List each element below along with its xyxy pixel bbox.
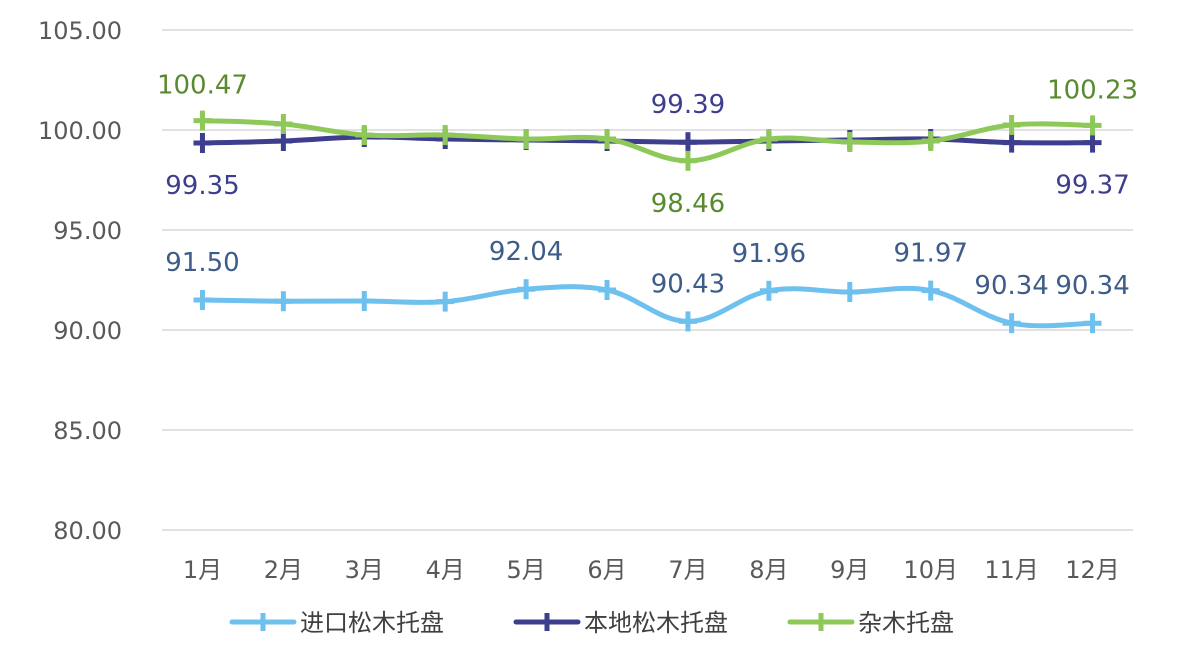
data-point-marker — [436, 291, 455, 312]
data-label: 100.47 — [157, 71, 248, 101]
x-tick-label: 4月 — [426, 556, 465, 584]
y-tick-label: 80.00 — [53, 517, 122, 545]
x-tick-label: 12月 — [1065, 556, 1120, 584]
data-point-marker — [274, 114, 293, 134]
x-tick-label: 11月 — [984, 556, 1039, 584]
legend-item: 杂木托盘 — [787, 609, 954, 637]
data-label: 91.97 — [893, 239, 967, 269]
data-point-marker — [678, 132, 697, 153]
data-point-marker — [355, 291, 374, 311]
data-label: 90.43 — [651, 269, 725, 299]
y-tick-label: 95.00 — [53, 217, 122, 245]
data-point-marker — [193, 110, 212, 131]
data-point-marker — [759, 129, 778, 149]
y-tick-label: 90.00 — [53, 317, 122, 345]
data-point-marker — [1083, 132, 1102, 153]
y-axis-tick-labels: 80.00 85.00 90.00 95.00 100.00 105.00 — [38, 17, 122, 545]
data-point-marker — [598, 129, 617, 149]
data-point-marker — [921, 131, 940, 151]
data-point-marker — [274, 131, 293, 151]
data-label: 91.50 — [165, 248, 239, 278]
data-label: 90.34 — [974, 271, 1048, 301]
x-tick-label: 2月 — [264, 556, 303, 584]
data-point-marker — [759, 280, 778, 301]
legend-label: 本地松木托盘 — [584, 609, 728, 637]
legend-item: 进口松木托盘 — [229, 609, 444, 637]
series-3 — [193, 110, 1102, 171]
y-tick-label: 85.00 — [53, 417, 122, 445]
data-point-marker — [517, 279, 536, 300]
x-tick-label: 5月 — [506, 556, 545, 584]
y-tick-label: 100.00 — [38, 117, 122, 145]
legend-label: 进口松木托盘 — [300, 609, 444, 637]
x-axis-tick-labels: 1月 2月 3月 4月 5月 6月 7月 8月 9月 10月 11月 12月 — [183, 556, 1120, 584]
data-label: 98.46 — [651, 189, 725, 219]
data-point-marker — [1002, 132, 1021, 153]
data-point-marker — [921, 280, 940, 301]
data-point-marker — [678, 311, 697, 332]
series-lines — [193, 110, 1102, 334]
data-point-marker — [840, 132, 859, 152]
data-label: 99.35 — [165, 171, 239, 201]
x-tick-label: 7月 — [668, 556, 707, 584]
x-tick-label: 9月 — [830, 556, 869, 584]
data-label: 91.96 — [732, 239, 806, 269]
data-point-marker — [274, 291, 293, 312]
data-point-marker — [193, 290, 212, 310]
data-point-marker — [355, 125, 374, 145]
legend: 进口松木托盘 本地松木托盘 杂木托盘 — [229, 609, 954, 637]
data-point-marker — [678, 150, 697, 171]
data-point-marker — [517, 129, 536, 149]
data-point-marker — [1002, 313, 1021, 334]
y-tick-label: 105.00 — [38, 17, 122, 45]
data-point-marker — [598, 280, 617, 300]
data-label: 100.23 — [1047, 75, 1138, 105]
legend-item: 本地松木托盘 — [513, 609, 728, 637]
x-tick-label: 10月 — [903, 556, 958, 584]
data-label: 90.34 — [1055, 271, 1129, 301]
data-label: 99.37 — [1055, 171, 1129, 201]
series-line — [199, 284, 1096, 329]
data-point-marker — [1083, 313, 1102, 334]
x-tick-label: 6月 — [587, 556, 626, 584]
data-point-marker — [1083, 115, 1102, 136]
data-point-marker — [1002, 115, 1021, 135]
data-point-marker — [193, 133, 212, 153]
series-1 — [193, 279, 1102, 334]
data-label: 92.04 — [489, 237, 563, 267]
data-point-marker — [840, 282, 859, 302]
x-tick-label: 1月 — [183, 556, 222, 584]
x-tick-label: 3月 — [345, 556, 384, 584]
legend-label: 杂木托盘 — [858, 609, 954, 637]
data-point-marker — [436, 125, 455, 145]
x-tick-label: 8月 — [749, 556, 788, 584]
data-label: 99.39 — [651, 90, 725, 120]
